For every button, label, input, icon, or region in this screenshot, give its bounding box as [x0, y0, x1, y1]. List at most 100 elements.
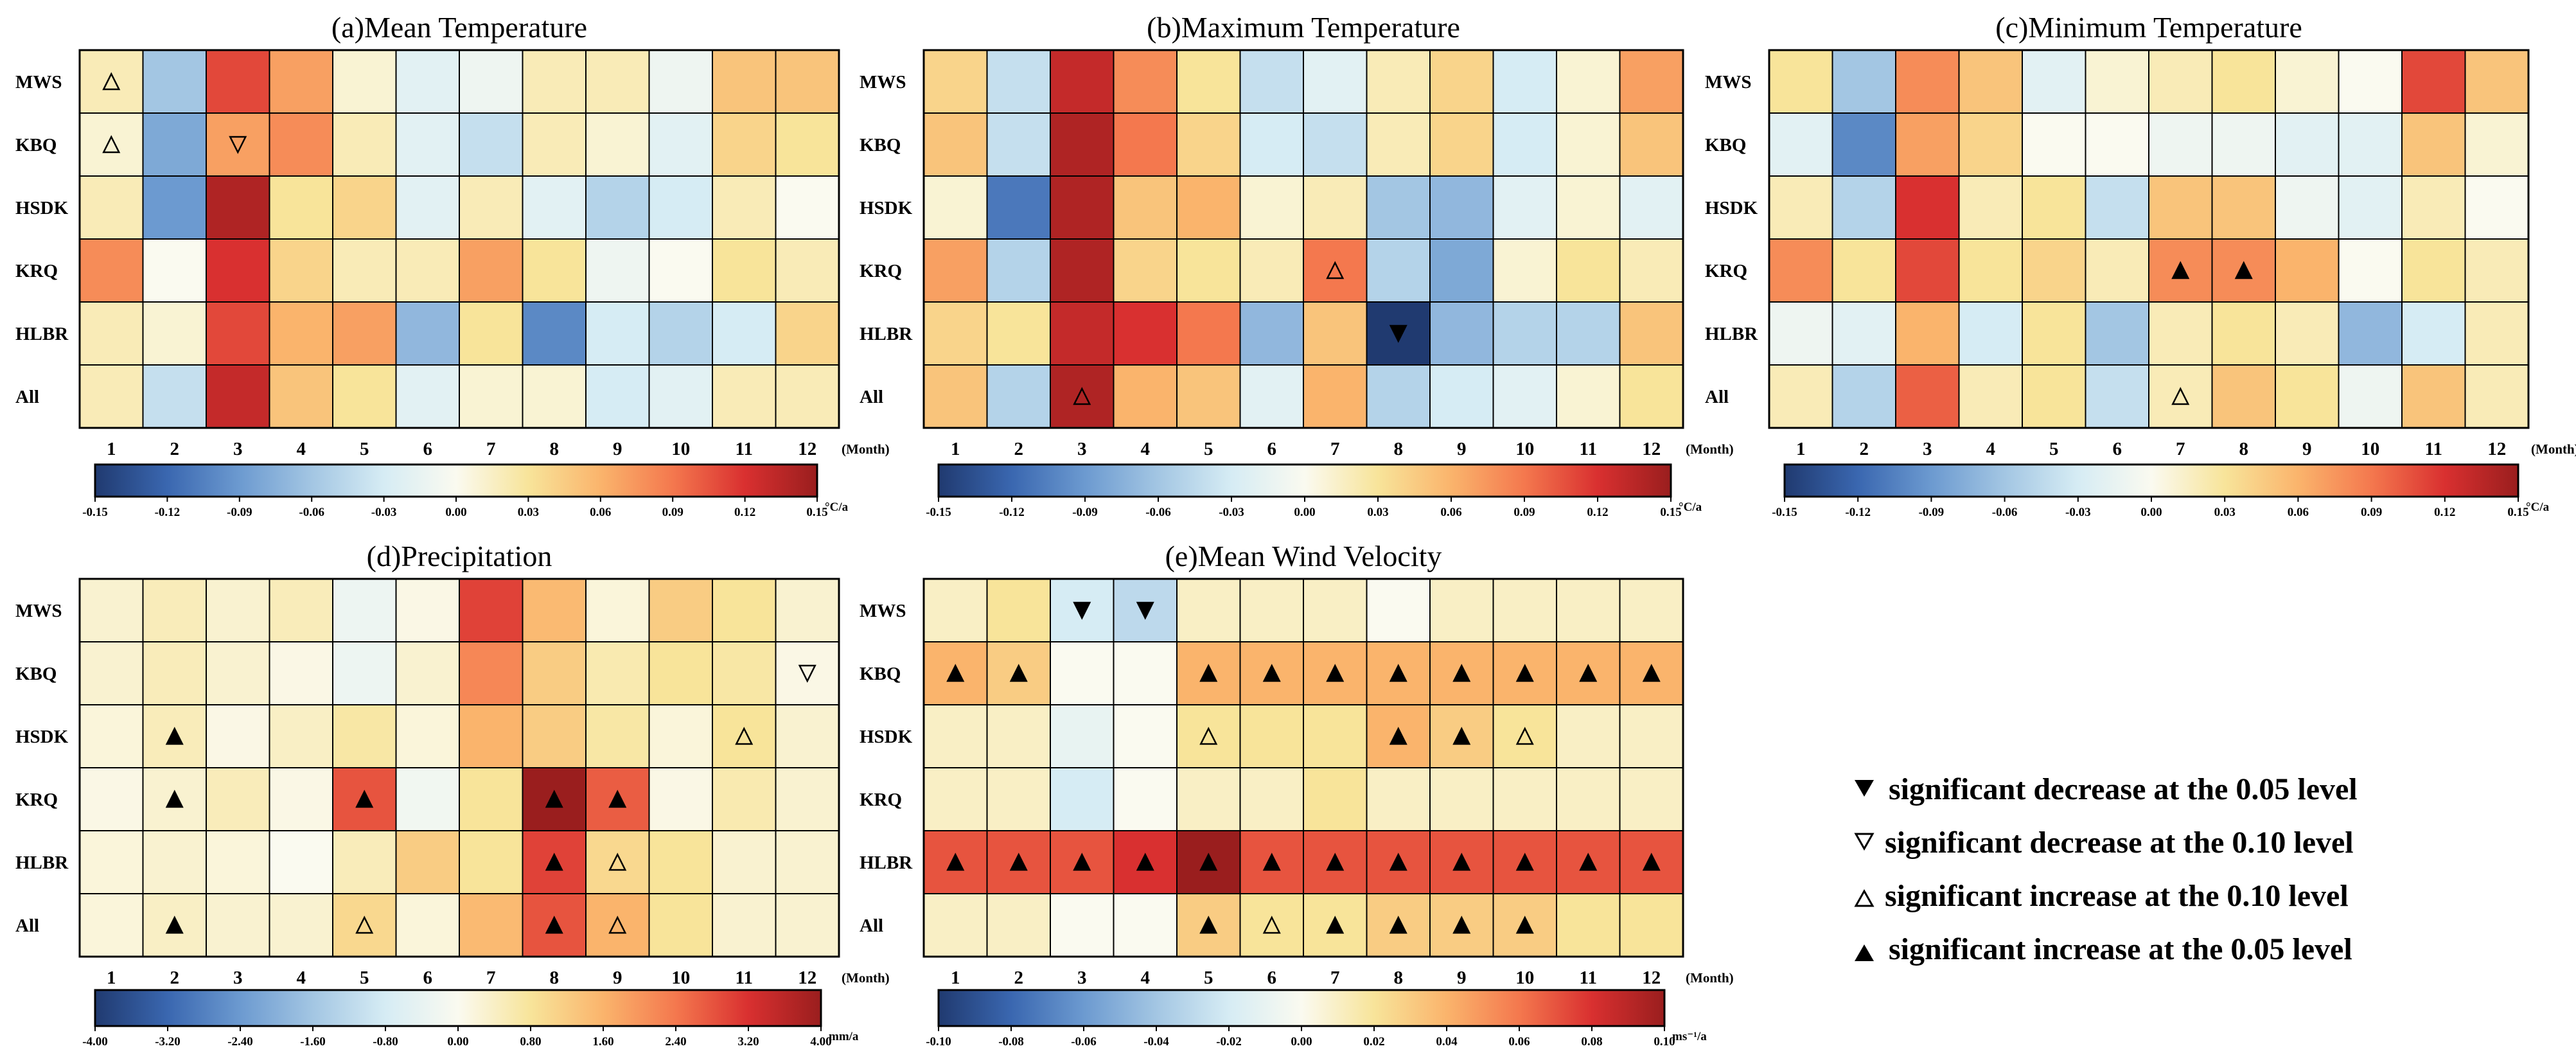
heatmap-cell: [1239, 49, 1304, 114]
heatmap-cell: [1176, 112, 1241, 177]
filled-up-triangle-icon: [1389, 916, 1407, 934]
heatmap-cell: [1366, 578, 1431, 642]
heatmap-cell: [1619, 578, 1684, 642]
heatmap-cell: [1958, 301, 2023, 366]
filled-up-triangle-icon: [2171, 261, 2190, 279]
heatmap-cell: [142, 175, 207, 240]
column-label: 12: [798, 439, 816, 459]
colorbar-tick-label: -0.06: [1992, 506, 2018, 519]
hollow-up-triangle-icon: [1199, 727, 1218, 745]
heatmap-cell: [1895, 301, 1960, 366]
heatmap-cell: [1831, 49, 1896, 114]
hollow-up-triangle-icon: [1854, 889, 1875, 907]
filled-down-triangle-icon: [1855, 780, 1874, 797]
row-label: HLBR: [860, 324, 913, 344]
row-label: All: [1705, 387, 1729, 407]
heatmap-cell: [712, 704, 777, 768]
heatmap-cell: [1769, 49, 1833, 114]
column-label: 9: [2302, 439, 2312, 459]
heatmap-cell: [585, 830, 650, 894]
filled-up-triangle-icon: [1855, 944, 1874, 961]
heatmap-cell: [79, 112, 144, 177]
colorbar-tick-label: 0.00: [1294, 506, 1315, 519]
column-label: 10: [671, 439, 690, 459]
heatmap-cell: [332, 364, 397, 429]
filled-up-triangle-icon: [1389, 727, 1407, 745]
heatmap-cell: [923, 578, 988, 642]
heatmap-cell: [332, 704, 397, 768]
heatmap-cell: [522, 704, 587, 768]
heatmap-cell: [648, 364, 713, 429]
heatmap-cell: [585, 364, 650, 429]
column-label: 1: [107, 439, 116, 459]
column-label: 4: [1141, 439, 1151, 459]
colorbar-tick-label: -0.03: [1219, 506, 1244, 519]
column-label: 8: [2239, 439, 2249, 459]
filled-down-triangle-icon: [1389, 324, 1407, 343]
colorbar-tick-label: -0.12: [155, 506, 181, 519]
heatmap-cell: [332, 641, 397, 705]
heatmap-cell: [1556, 578, 1621, 642]
colorbar-tick-label: 0.03: [518, 506, 539, 519]
filled-up-triangle-icon: [1515, 916, 1534, 934]
column-label: 12: [1642, 968, 1661, 988]
row-label: HLBR: [15, 853, 69, 873]
column-label: 3: [1077, 968, 1087, 988]
heatmap-cell: [775, 175, 840, 240]
heatmap-cell: [648, 49, 713, 114]
heatmap-cell: [986, 238, 1051, 303]
row-label: HSDK: [15, 727, 69, 747]
heatmap-cell: [1366, 238, 1431, 303]
heatmap-cell: [206, 49, 270, 114]
heatmap-cell: [712, 238, 777, 303]
heatmap-cell: [142, 112, 207, 177]
heatmap-cell: [1113, 767, 1178, 831]
heatmap-cell: [585, 112, 650, 177]
colorbar-tick-label: -0.04: [1143, 1035, 1169, 1049]
heatmap-cell: [2401, 301, 2466, 366]
heatmap-cell: [142, 830, 207, 894]
column-label: 2: [170, 439, 180, 459]
colorbar: -0.15 -0.12 -0.09 -0.06 -0.03 0.00 0.03 0.06 0.0…: [1772, 463, 2550, 519]
heatmap-cell: [775, 893, 840, 957]
row-label: All: [15, 387, 39, 407]
heatmap-cell: [1050, 767, 1115, 831]
heatmap-cell: [459, 301, 524, 366]
heatmap-cell: [2022, 301, 2086, 366]
heatmap-cell: [1303, 767, 1368, 831]
heatmap-cell: [206, 893, 270, 957]
heatmap-cell: [1113, 641, 1178, 705]
heatmap-cell: [2464, 175, 2529, 240]
heatmap-cell: [459, 767, 524, 831]
heatmap-cell: [585, 49, 650, 114]
heatmap-cell: [1619, 112, 1684, 177]
heatmap-cell: [269, 767, 333, 831]
heatmap-cell: [1556, 49, 1621, 114]
row-label: KRQ: [860, 790, 902, 810]
heatmap-cell: [1050, 301, 1115, 366]
hollow-down-triangle-icon: [229, 136, 247, 154]
colorbar-tick-label: -0.15: [1772, 506, 1797, 519]
column-label: 7: [486, 439, 496, 459]
heatmap-cell: [775, 830, 840, 894]
filled-up-triangle-icon: [1452, 853, 1471, 871]
filled-up-triangle-icon: [1579, 853, 1598, 871]
heatmap-cell: [648, 893, 713, 957]
heatmap-cell: [2022, 112, 2086, 177]
heatmap-cell: [332, 893, 397, 957]
heatmap-cell: [2211, 364, 2276, 429]
column-label: 8: [550, 968, 560, 988]
heatmap-cell: [206, 364, 270, 429]
heatmap-cell: [923, 49, 988, 114]
column-label: 11: [1580, 968, 1597, 988]
column-label: 10: [1515, 968, 1534, 988]
heatmap-cell: [206, 175, 270, 240]
heatmap-cell: [2401, 49, 2466, 114]
column-label: 5: [2049, 439, 2059, 459]
heatmap-cell: [1492, 175, 1557, 240]
filled-up-triangle-icon: [165, 916, 184, 934]
column-label: 1: [951, 439, 960, 459]
column-label: 7: [2176, 439, 2185, 459]
heatmap-cell: [395, 364, 460, 429]
heatmap-cell: [648, 641, 713, 705]
